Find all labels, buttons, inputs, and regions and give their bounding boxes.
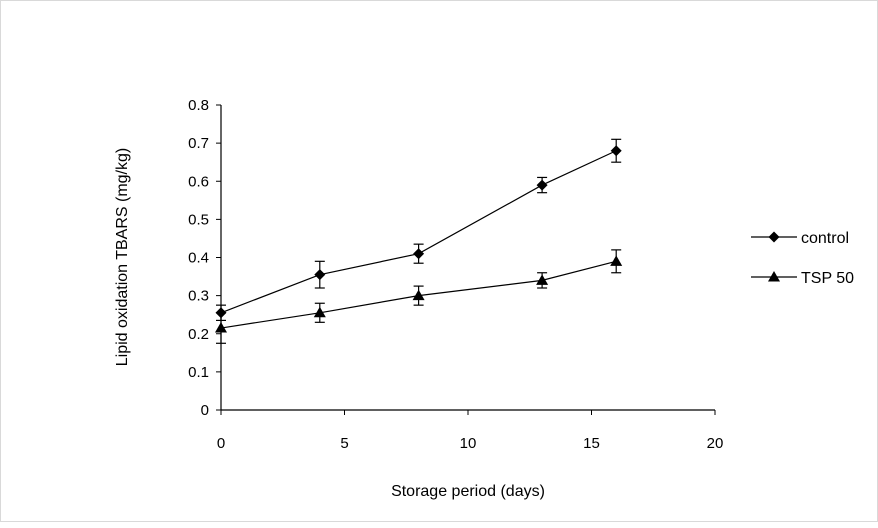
data-point <box>215 322 227 333</box>
y-tick-label: 0.3 <box>188 288 209 305</box>
data-point <box>610 255 623 266</box>
data-point <box>610 145 622 157</box>
legend: control TSP 50 <box>751 230 854 287</box>
data-point <box>412 289 425 301</box>
x-axis-title: Storage period (days) <box>391 483 545 500</box>
data-point <box>536 179 548 191</box>
series-layer <box>215 138 623 344</box>
y-tick-label: 0.7 <box>188 135 209 152</box>
legend-marker <box>768 231 780 243</box>
y-tick-label: 0.6 <box>188 173 209 190</box>
legend-item-control: control <box>751 230 849 247</box>
x-tick-label: 15 <box>583 435 600 452</box>
data-point <box>314 269 326 281</box>
legend-item-tsp-50: TSP 50 <box>751 270 854 287</box>
axes: 0 0.1 0.2 0.3 0.4 0.5 0.6 0.7 0.8 0 5 10 15 20 <box>188 97 723 452</box>
x-tick-label: 0 <box>217 435 225 452</box>
y-tick-label: 0.2 <box>188 326 209 343</box>
x-tick-label: 5 <box>340 435 348 452</box>
y-axis-title: Lipid oxidation TBARS (mg/kg) <box>114 148 131 366</box>
y-tick-label: 0.4 <box>188 250 209 267</box>
legend-label: TSP 50 <box>801 270 854 287</box>
legend-marker <box>768 271 780 282</box>
y-tick-label: 0.5 <box>188 211 209 228</box>
x-tick-label: 20 <box>707 435 724 452</box>
series-tsp-50 <box>215 249 623 344</box>
y-tick-label: 0 <box>201 402 209 419</box>
data-point <box>536 274 549 285</box>
legend-label: control <box>801 230 849 247</box>
series-control <box>215 138 622 322</box>
y-tick-label: 0.1 <box>188 364 209 381</box>
data-point <box>313 306 326 318</box>
y-tick-label: 0.8 <box>188 97 209 114</box>
data-point <box>413 248 425 260</box>
x-tick-label: 10 <box>460 435 477 452</box>
